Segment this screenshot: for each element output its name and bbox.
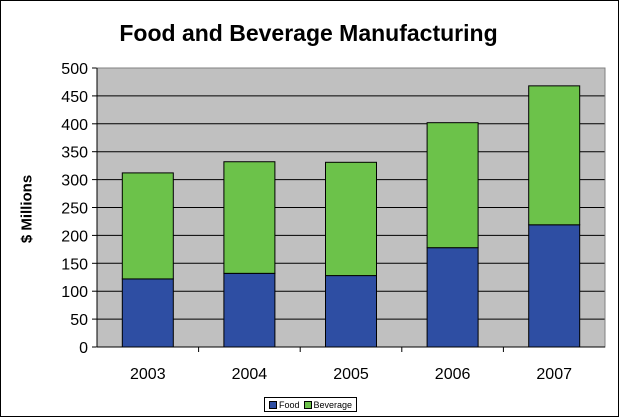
y-tick-label: 200: [61, 228, 88, 245]
bar-beverage-2007: [528, 85, 581, 226]
x-tick-label: 2004: [232, 366, 268, 383]
bar-food-2007: [528, 224, 581, 348]
bar-beverage-2004: [223, 161, 276, 274]
legend-item-beverage: Beverage: [303, 399, 353, 410]
legend-swatch-beverage: [303, 400, 312, 409]
y-tick-label: 400: [61, 117, 88, 134]
chart-title: Food and Beverage Manufacturing: [119, 20, 498, 46]
legend-label-food: Food: [279, 399, 300, 410]
legend-swatch-food: [269, 400, 277, 409]
y-tick-label: 100: [61, 284, 88, 301]
x-tick-label: 2007: [536, 366, 572, 383]
legend-label-beverage: Beverage: [313, 399, 353, 410]
bar-food-2005: [325, 275, 377, 348]
y-tick-label: 250: [61, 201, 88, 218]
bar-food-2003: [121, 278, 174, 348]
bar-beverage-2006: [426, 122, 479, 249]
x-tick-label: 2005: [333, 366, 369, 383]
chart-legend: Food Beverage: [264, 397, 358, 412]
bar-food-2006: [426, 247, 479, 348]
y-tick-label: 0: [79, 340, 88, 357]
legend-item-food: Food: [269, 400, 300, 410]
y-tick-label: 350: [61, 145, 88, 162]
y-tick-label: 50: [70, 312, 88, 329]
bar-food-2004: [223, 272, 276, 348]
y-tick-label: 300: [61, 173, 88, 190]
x-tick-label: 2006: [435, 366, 471, 383]
bar-beverage-2005: [325, 161, 377, 277]
bar-beverage-2003: [121, 172, 174, 280]
y-tick-label: 150: [61, 256, 88, 273]
y-tick-label: 450: [61, 89, 88, 106]
x-tick-label: 2003: [130, 366, 166, 383]
y-tick-label: 500: [61, 61, 88, 78]
